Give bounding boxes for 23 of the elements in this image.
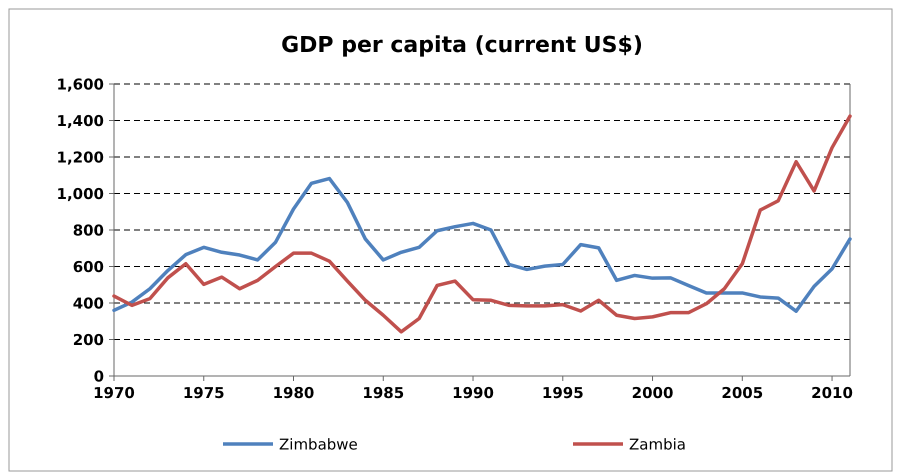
line-series	[112, 176, 852, 313]
y-tick-label: 200	[72, 330, 104, 349]
legend-label: Zambia	[629, 435, 686, 454]
y-tick-label: 0	[94, 367, 104, 386]
y-tick-label: 600	[72, 258, 104, 276]
line-series	[112, 114, 852, 334]
x-tick-label: 2005	[721, 384, 764, 402]
x-tick-label: 1990	[452, 384, 494, 402]
x-tick-label: 1985	[362, 384, 404, 402]
y-tick-label: 1,600	[56, 75, 104, 94]
y-tick-label: 1,400	[56, 112, 104, 130]
chart-title: GDP per capita (current US$)	[281, 33, 643, 58]
x-tick-label: 1995	[542, 384, 584, 402]
x-tick-label: 2000	[632, 384, 674, 402]
x-tick-label: 1980	[272, 384, 314, 402]
y-tick-label: 800	[72, 221, 104, 240]
x-tick-label: 2010	[811, 384, 853, 402]
x-tick-label: 1975	[182, 384, 225, 402]
x-tick-label: 1970	[93, 384, 135, 402]
y-tick-label: 1,200	[56, 148, 104, 166]
y-tick-label: 1,000	[56, 184, 104, 203]
legend-label: Zimbabwe	[279, 435, 358, 454]
y-tick-label: 400	[72, 294, 104, 312]
